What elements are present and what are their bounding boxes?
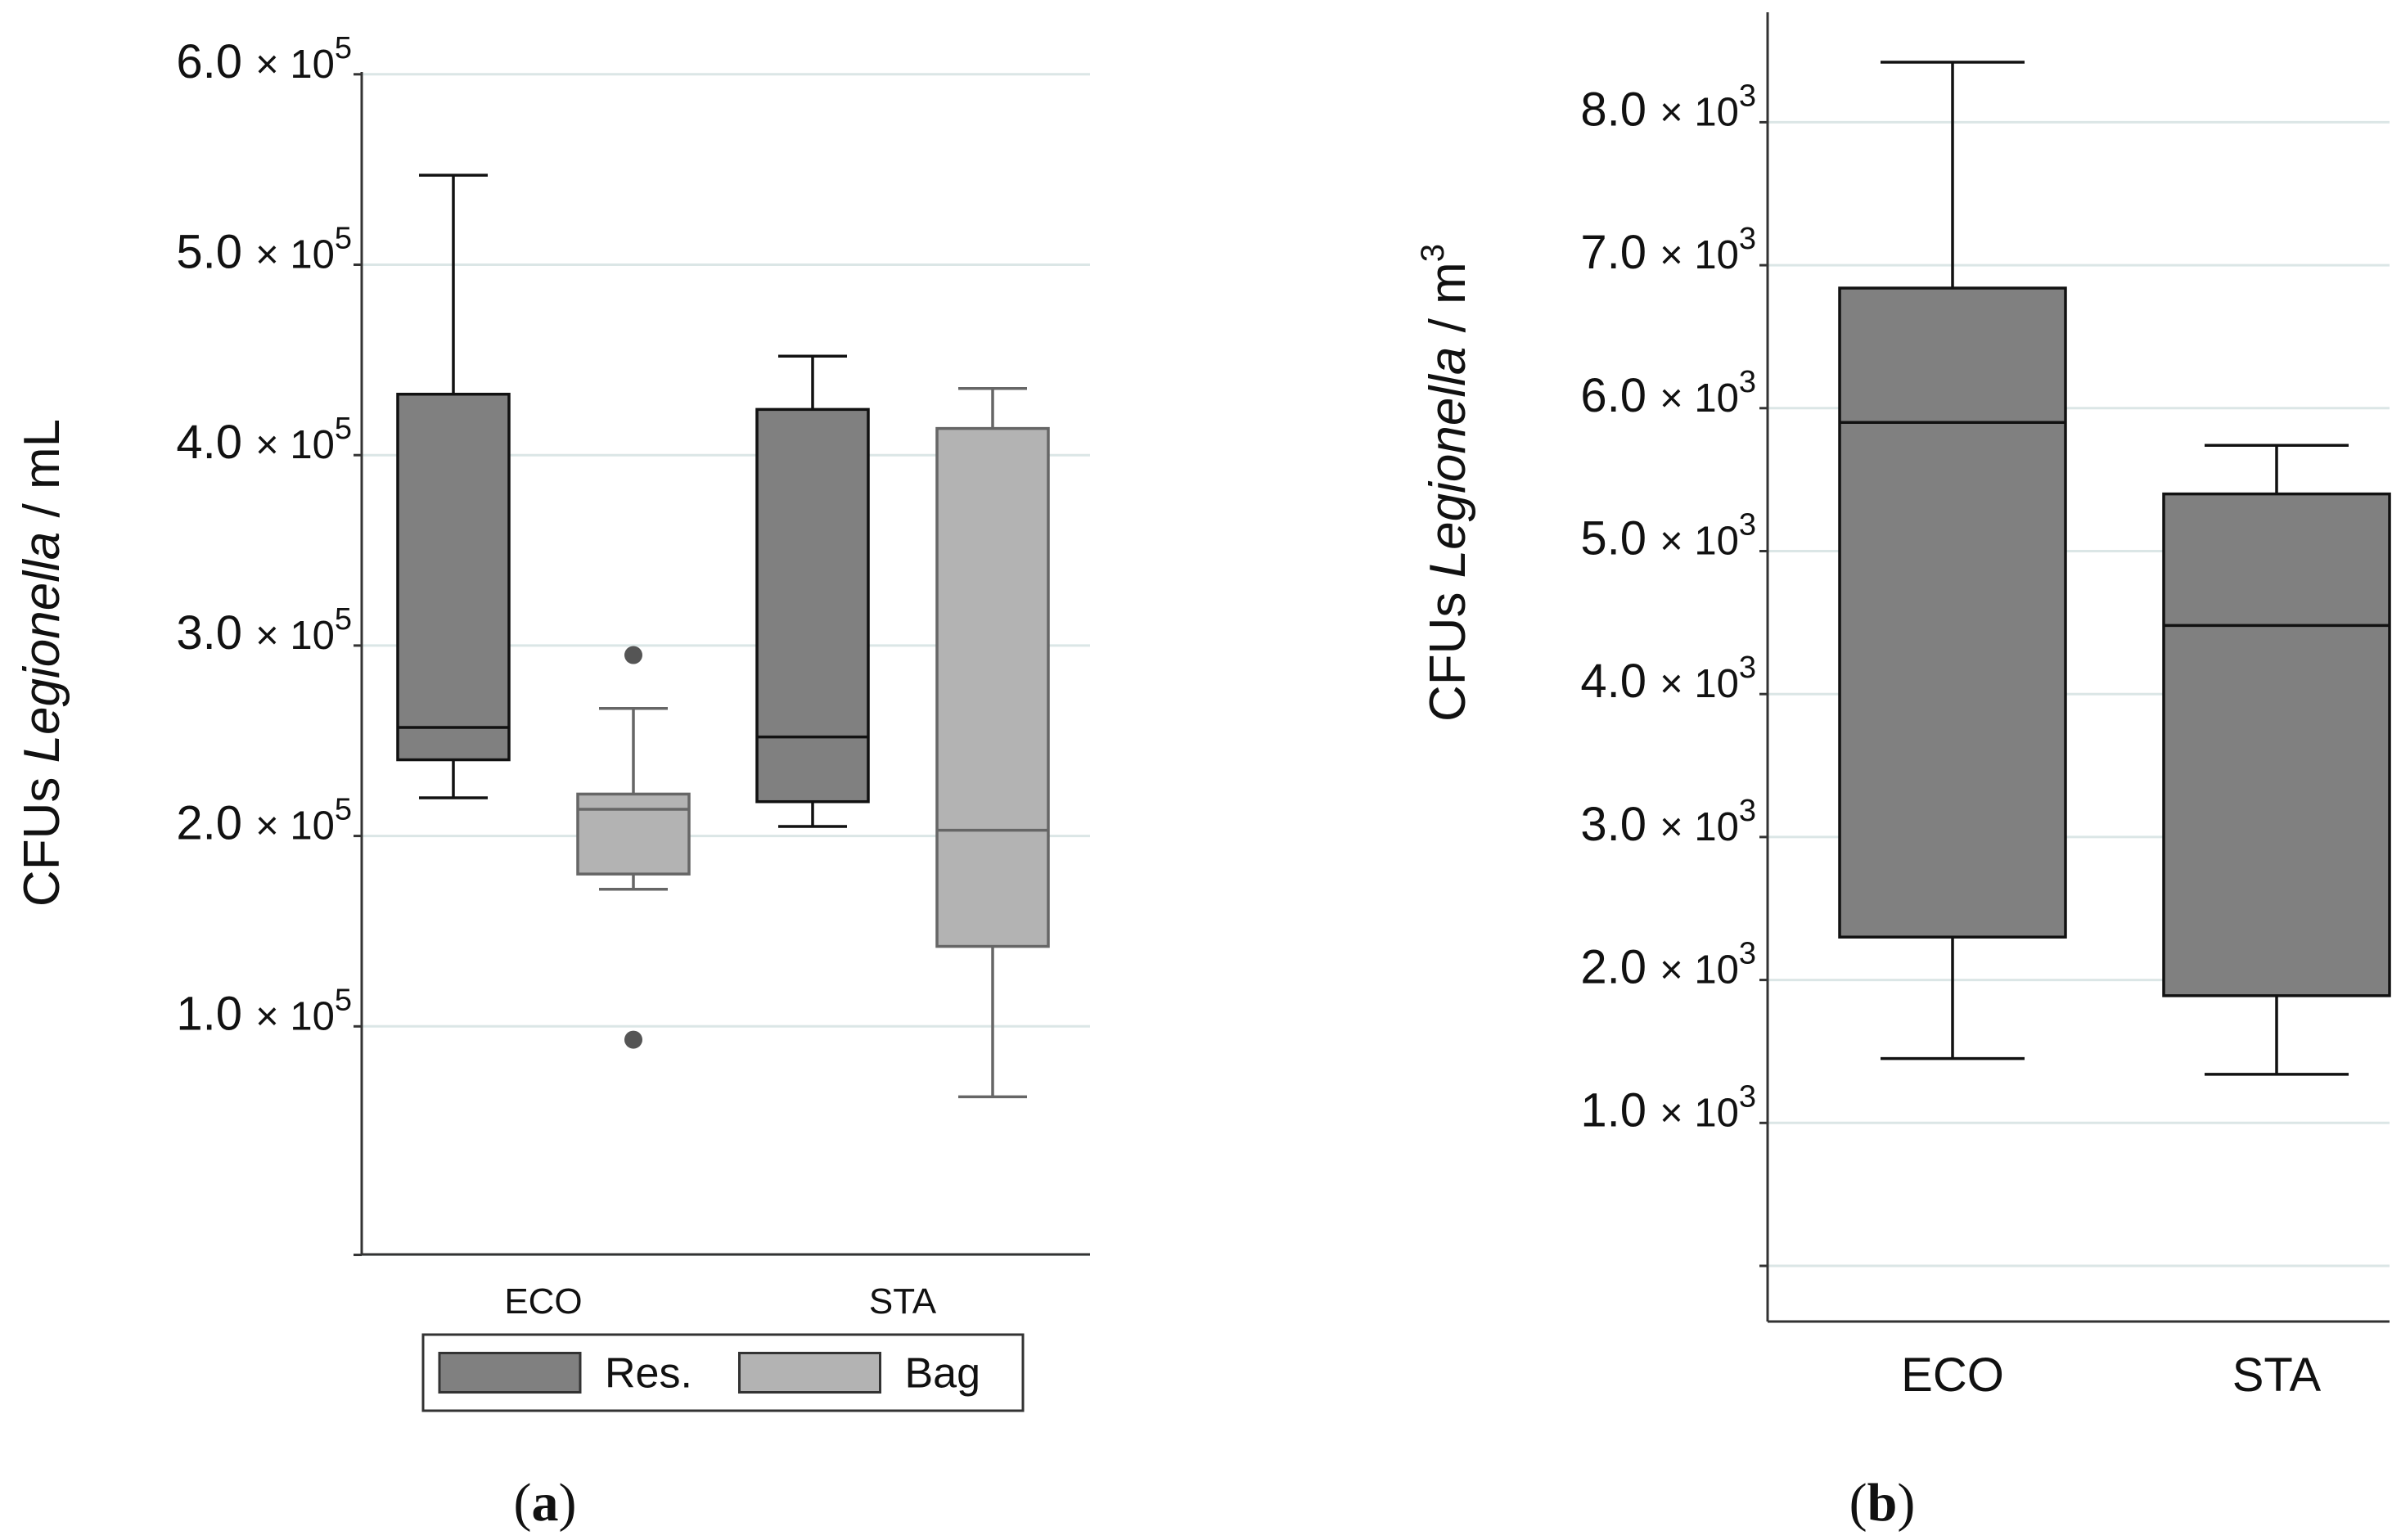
legend-label: Bag bbox=[905, 1350, 981, 1398]
y-tick-exponent: 3 bbox=[1739, 508, 1756, 543]
legend-swatch bbox=[738, 1352, 881, 1394]
x-category-label: ECO bbox=[504, 1281, 582, 1322]
y-tick-label: 5.0 × 103 bbox=[1580, 508, 1756, 565]
y-tick-label: 2.0 × 105 bbox=[176, 793, 352, 850]
y-axis-title: CFUs Legionella / mL bbox=[14, 419, 70, 907]
y-tick-exponent: 3 bbox=[1739, 651, 1756, 685]
y-tick-exponent: 5 bbox=[335, 31, 352, 65]
y-tick-mantissa: 2.0 bbox=[176, 797, 255, 850]
y-tick-exponent: 5 bbox=[335, 793, 352, 827]
y-tick-label: 6.0 × 103 bbox=[1580, 365, 1756, 422]
y-tick-label: 2.0 × 103 bbox=[1580, 937, 1756, 994]
box-sta bbox=[2162, 444, 2391, 1076]
y-tick-base: × 10 bbox=[255, 233, 335, 277]
y-tick-mantissa: 1.0 bbox=[1580, 1083, 1660, 1137]
panel-label: (b) bbox=[1849, 1473, 1916, 1533]
y-tick-base: × 10 bbox=[255, 614, 335, 658]
y-tick-label: 1.0 × 103 bbox=[1580, 1079, 1756, 1137]
y-tick-mantissa: 3.0 bbox=[1580, 798, 1660, 851]
y-tick-base: × 10 bbox=[1660, 90, 1739, 134]
y-tick-base: × 10 bbox=[1660, 805, 1739, 849]
panel-label: (a) bbox=[514, 1473, 577, 1533]
y-tick-label: 5.0 × 105 bbox=[176, 222, 352, 279]
y-tick-mantissa: 5.0 bbox=[176, 226, 255, 279]
y-tick-mantissa: 6.0 bbox=[176, 35, 255, 88]
y-tick-exponent: 3 bbox=[1739, 365, 1756, 399]
series-res bbox=[396, 173, 870, 828]
y-tick-base: × 10 bbox=[1660, 662, 1739, 706]
y-tick-exponent: 3 bbox=[1739, 794, 1756, 828]
y-tick-mantissa: 1.0 bbox=[176, 987, 255, 1040]
series-main bbox=[1838, 61, 2391, 1076]
box-sta bbox=[935, 387, 1050, 1099]
y-tick-exponent: 5 bbox=[335, 602, 352, 637]
y-tick-label: 3.0 × 103 bbox=[1580, 794, 1756, 851]
box-iqr bbox=[2162, 492, 2391, 997]
y-tick-exponent: 3 bbox=[1739, 79, 1756, 113]
y-tick-mantissa: 4.0 bbox=[176, 416, 255, 469]
y-tick-exponent: 5 bbox=[335, 222, 352, 256]
y-tick-label: 6.0 × 105 bbox=[176, 31, 352, 88]
y-tick-base: × 10 bbox=[1660, 948, 1739, 993]
y-tick-exponent: 3 bbox=[1739, 1079, 1756, 1114]
y-tick-base: × 10 bbox=[1660, 376, 1739, 421]
box-eco bbox=[1838, 61, 2067, 1060]
y-tick-exponent: 3 bbox=[1739, 937, 1756, 971]
y-tick-base: × 10 bbox=[255, 423, 335, 467]
y-tick-exponent: 3 bbox=[1739, 222, 1756, 256]
y-tick-exponent: 5 bbox=[335, 412, 352, 446]
y-axis-title: CFUs Legionella / m3 bbox=[1415, 244, 1476, 722]
legend-swatch bbox=[438, 1352, 582, 1394]
y-tick-base: × 10 bbox=[1660, 233, 1739, 277]
x-category-label: ECO bbox=[1901, 1349, 2004, 1402]
outlier-point bbox=[624, 646, 642, 664]
y-tick-label: 7.0 × 103 bbox=[1580, 222, 1756, 279]
y-tick-label: 3.0 × 105 bbox=[176, 602, 352, 660]
y-tick-mantissa: 6.0 bbox=[1580, 369, 1660, 422]
y-tick-mantissa: 5.0 bbox=[1580, 512, 1660, 565]
y-tick-mantissa: 8.0 bbox=[1580, 83, 1660, 136]
y-tick-base: × 10 bbox=[1660, 1091, 1739, 1135]
legend: Res. Bag bbox=[421, 1333, 1025, 1412]
box-iqr bbox=[935, 426, 1050, 948]
y-tick-mantissa: 2.0 bbox=[1580, 941, 1660, 994]
y-tick-base: × 10 bbox=[255, 994, 335, 1038]
box-eco bbox=[576, 646, 691, 1049]
y-tick-mantissa: 7.0 bbox=[1580, 226, 1660, 279]
legend-label: Res. bbox=[605, 1350, 692, 1398]
box-iqr bbox=[576, 792, 691, 876]
y-tick-label: 4.0 × 105 bbox=[176, 412, 352, 469]
y-tick-exponent: 5 bbox=[335, 983, 352, 1017]
x-category-label: STA bbox=[869, 1281, 937, 1322]
y-tick-label: 1.0 × 105 bbox=[176, 983, 352, 1040]
y-tick-base: × 10 bbox=[255, 43, 335, 87]
box-eco bbox=[396, 173, 511, 799]
box-iqr bbox=[396, 392, 511, 762]
y-tick-mantissa: 4.0 bbox=[1580, 655, 1660, 708]
y-tick-label: 8.0 × 103 bbox=[1580, 79, 1756, 136]
box-iqr bbox=[755, 408, 870, 804]
x-category-label: STA bbox=[2232, 1349, 2322, 1402]
y-tick-base: × 10 bbox=[1660, 520, 1739, 564]
box-iqr bbox=[1838, 286, 2067, 939]
y-tick-mantissa: 3.0 bbox=[176, 606, 255, 660]
box-sta bbox=[755, 354, 870, 828]
y-tick-label: 4.0 × 103 bbox=[1580, 651, 1756, 708]
outlier-point bbox=[624, 1030, 642, 1049]
y-tick-base: × 10 bbox=[255, 804, 335, 849]
series-bag bbox=[576, 387, 1050, 1099]
